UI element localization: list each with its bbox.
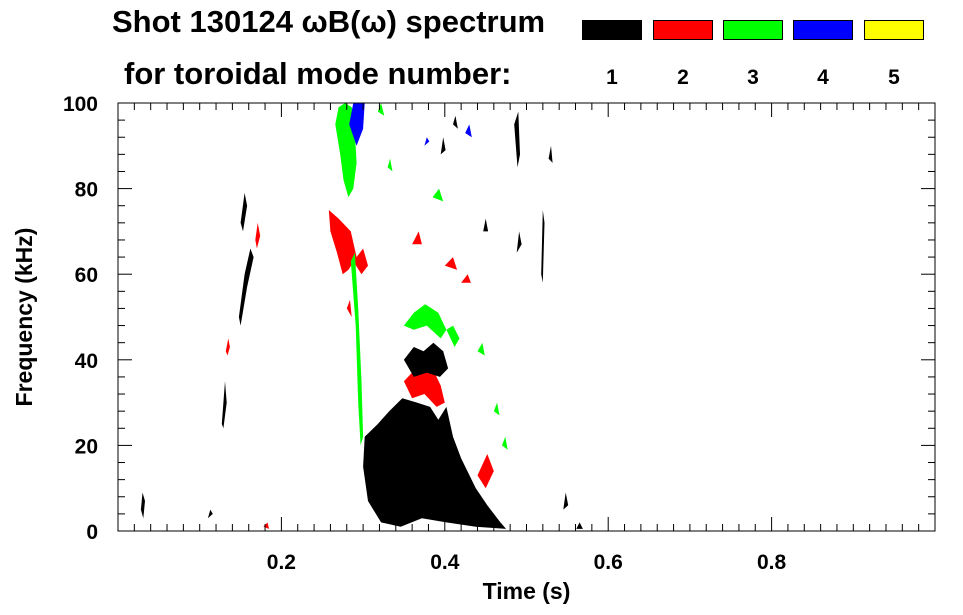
spectrum-region-mode-3 (403, 304, 447, 339)
spectrum-regions (140, 103, 583, 529)
spectrum-region-mode-1 (516, 231, 522, 253)
y-tick-label: 60 (75, 264, 98, 287)
spectrum-region-mode-1 (440, 137, 446, 155)
spectrum-region-mode-2 (255, 222, 261, 249)
spectrum-region-mode-3 (446, 325, 460, 347)
x-tick-label: 0.4 (430, 551, 460, 574)
spectrum-region-mode-3 (477, 342, 485, 356)
spectrum-region-mode-1 (140, 492, 145, 519)
spectrum-region-mode-1 (563, 492, 569, 510)
spectrum-region-mode-3 (493, 402, 500, 416)
axis-ticks (118, 102, 935, 532)
y-tick-label: 100 (63, 93, 98, 116)
legend-swatch-mode-4 (793, 20, 853, 40)
y-axis-label: Frequency (kHz) (11, 228, 37, 407)
spectrum-region-mode-4 (349, 103, 365, 146)
spectrum-region-mode-3 (387, 158, 393, 172)
spectrum-region-mode-1 (514, 111, 520, 168)
legend-swatch-mode-5 (864, 20, 924, 40)
spectrum-region-mode-1 (207, 509, 213, 519)
legend-label-mode-5: 5 (888, 66, 900, 89)
legend-label-mode-1: 1 (606, 66, 618, 89)
chart-title-line-1: Shot 130124 ωB(ω) spectrum (112, 4, 546, 39)
legend-label-mode-4: 4 (817, 66, 829, 89)
legend-label-mode-3: 3 (747, 66, 759, 89)
spectrum-region-mode-3 (377, 103, 385, 116)
x-tick-label: 0.8 (757, 551, 787, 574)
x-tick-label: 0.2 (267, 551, 296, 574)
legend-swatch-mode-1 (582, 20, 642, 40)
spectrum-region-mode-4 (465, 124, 472, 138)
spectrum-region-mode-2 (328, 210, 357, 275)
y-tick-label: 20 (75, 435, 98, 458)
spectrum-region-mode-3 (432, 188, 444, 202)
y-tick-label: 40 (75, 350, 98, 373)
spectrum-region-mode-1 (363, 398, 507, 529)
axis-tick-labels: 0.2 0.4 0.6 0.8 0 20 40 60 80 100 (63, 93, 787, 574)
spectrum-region-mode-1 (240, 192, 248, 232)
spectrum-region-mode-2 (444, 257, 458, 270)
spectrum-region-mode-1 (221, 381, 227, 429)
spectrum-region-mode-2 (412, 231, 422, 245)
spectrum-region-mode-1 (381, 454, 388, 497)
x-tick-label: 0.6 (594, 551, 623, 574)
spectrum-region-mode-1 (483, 218, 489, 232)
legend-swatch-mode-3 (723, 20, 783, 40)
y-tick-label: 0 (86, 521, 98, 544)
spectrum-region-mode-4 (424, 137, 430, 146)
legend-label-mode-2: 2 (677, 66, 689, 89)
spectrum-region-mode-2 (477, 454, 494, 489)
spectrum-region-mode-2 (461, 274, 471, 283)
spectrum-region-mode-1 (238, 248, 254, 326)
spectrum-region-mode-1 (453, 115, 458, 129)
spectrum-region-mode-1 (548, 145, 553, 163)
spectrum-region-mode-2 (263, 522, 270, 529)
spectrum-region-mode-1 (403, 342, 449, 377)
legend-swatch-mode-2 (653, 20, 713, 40)
spectrum-region-mode-1 (576, 522, 583, 529)
spectrum-region-mode-2 (353, 248, 368, 275)
chart-title-line-2: for toroidal mode number: (124, 56, 512, 91)
x-axis-label: Time (s) (483, 578, 571, 604)
spectrum-region-mode-1 (541, 210, 545, 283)
spectrum-region-mode-3 (350, 252, 364, 446)
spectrum-region-mode-3 (502, 436, 508, 450)
spectrum-region-mode-2 (346, 299, 352, 317)
y-tick-label: 80 (75, 179, 98, 202)
spectrum-region-mode-2 (225, 338, 230, 356)
